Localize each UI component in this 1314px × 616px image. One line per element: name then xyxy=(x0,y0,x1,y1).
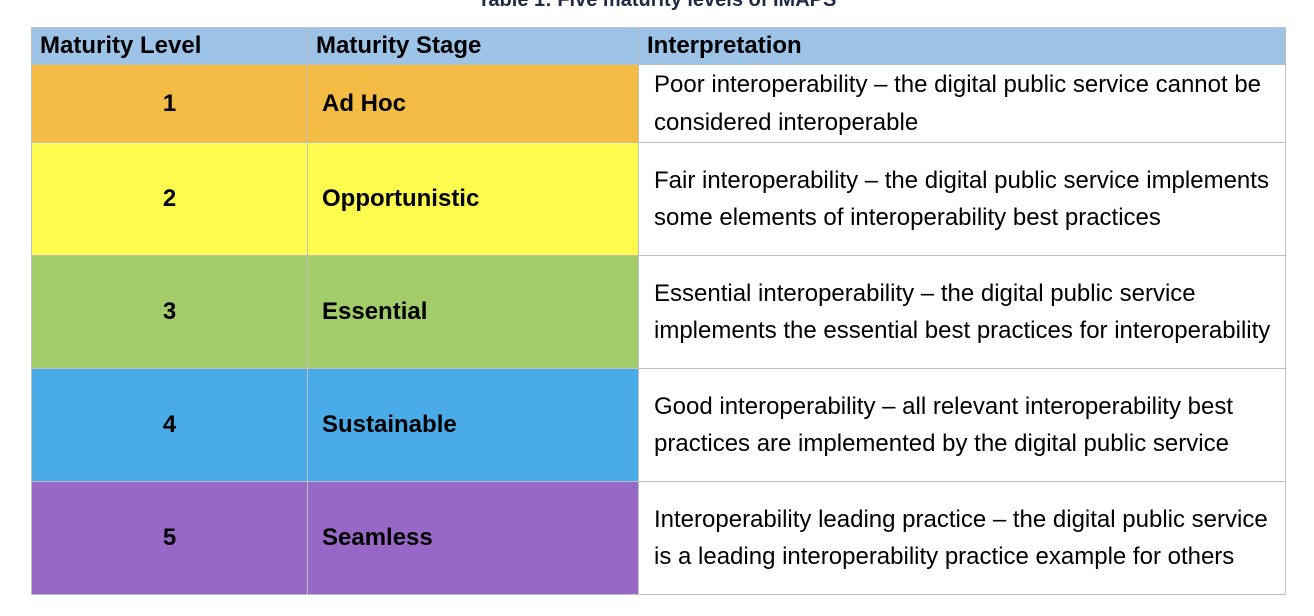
maturity-level-cell: 1 xyxy=(31,64,308,143)
table-caption: Table 1: Five maturity levels of IMAPS xyxy=(477,0,837,11)
interpretation-cell: Poor interoperability – the digital publ… xyxy=(638,64,1286,143)
table-row: 1 Ad Hoc Poor interoperability – the dig… xyxy=(31,64,1286,143)
interpretation-cell: Fair interoperability – the digital publ… xyxy=(638,142,1286,256)
table-row: 2 Opportunistic Fair interoperability – … xyxy=(31,142,1286,256)
maturity-level-cell: 3 xyxy=(31,255,308,369)
maturity-levels-table: Maturity Level Maturity Stage Interpreta… xyxy=(31,27,1286,595)
table-header-row: Maturity Level Maturity Stage Interpreta… xyxy=(31,27,1286,65)
maturity-stage-cell: Ad Hoc xyxy=(307,64,639,143)
column-header-maturity-level: Maturity Level xyxy=(31,27,308,65)
maturity-level-cell: 2 xyxy=(31,142,308,256)
table-row: 3 Essential Essential interoperability –… xyxy=(31,255,1286,369)
interpretation-cell: Essential interoperability – the digital… xyxy=(638,255,1286,369)
maturity-stage-cell: Sustainable xyxy=(307,368,639,482)
maturity-stage-cell: Essential xyxy=(307,255,639,369)
interpretation-cell: Good interoperability – all relevant int… xyxy=(638,368,1286,482)
maturity-level-cell: 5 xyxy=(31,481,308,595)
maturity-level-cell: 4 xyxy=(31,368,308,482)
interpretation-cell: Interoperability leading practice – the … xyxy=(638,481,1286,595)
maturity-stage-cell: Seamless xyxy=(307,481,639,595)
column-header-interpretation: Interpretation xyxy=(638,27,1286,65)
column-header-maturity-stage: Maturity Stage xyxy=(307,27,639,65)
table-row: 4 Sustainable Good interoperability – al… xyxy=(31,368,1286,482)
maturity-stage-cell: Opportunistic xyxy=(307,142,639,256)
table-row: 5 Seamless Interoperability leading prac… xyxy=(31,481,1286,595)
